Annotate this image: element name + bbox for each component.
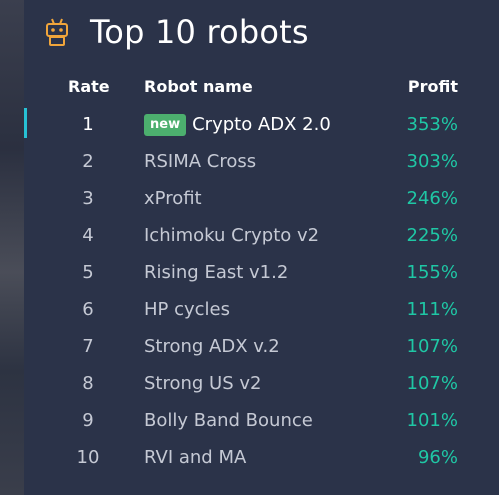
row-robot-name[interactable]: Strong ADX v.2 (144, 328, 280, 365)
robot-name-text: Strong ADX v.2 (144, 336, 280, 357)
row-profit: 111% (406, 299, 458, 320)
row-robot-name[interactable]: xProfit (144, 180, 202, 217)
row-rate: 2 (82, 151, 94, 172)
row-rate: 6 (82, 299, 94, 320)
header-profit: Profit (407, 77, 458, 96)
table-row[interactable]: 7 Strong ADX v.2 107% (0, 328, 499, 365)
table-row[interactable]: 3 xProfit 246% (0, 180, 499, 217)
row-profit: 101% (406, 410, 458, 431)
row-profit: 96% (417, 447, 458, 468)
robot-name-text: xProfit (144, 188, 202, 209)
table-row[interactable]: 9 Bolly Band Bounce 101% (0, 402, 499, 439)
table-row[interactable]: 5 Rising East v1.2 155% (0, 254, 499, 291)
table-row[interactable]: 2 RSIMA Cross 303% (0, 143, 499, 180)
robot-name-text: RVI and MA (144, 447, 247, 468)
robot-name-text: Crypto ADX 2.0 (192, 114, 331, 135)
robot-name-text: HP cycles (144, 299, 231, 320)
row-rate: 4 (82, 225, 94, 246)
table-row[interactable]: 10 RVI and MA 96% (0, 439, 499, 476)
row-profit: 353% (406, 114, 458, 135)
new-badge: new (144, 113, 187, 136)
title-row: Top 10 robots (44, 10, 309, 54)
row-robot-name[interactable]: Strong US v2 (144, 365, 261, 402)
row-robot-name[interactable]: RVI and MA (144, 439, 246, 476)
robot-name-text: RSIMA Cross (144, 151, 257, 172)
robot-name-text: Rising East v1.2 (144, 262, 289, 283)
row-profit: 246% (406, 188, 458, 209)
row-robot-name[interactable]: HP cycles (144, 291, 230, 328)
table-row[interactable]: 1 new Crypto ADX 2.0 353% (0, 106, 499, 143)
table-row[interactable]: 4 Ichimoku Crypto v2 225% (0, 217, 499, 254)
top-robots-panel (24, 0, 499, 495)
robot-name-text: Ichimoku Crypto v2 (144, 225, 320, 246)
row-rate: 1 (82, 114, 94, 135)
row-robot-name[interactable]: Rising East v1.2 (144, 254, 288, 291)
robot-name-text: Bolly Band Bounce (144, 410, 313, 431)
row-rate: 3 (82, 188, 94, 209)
row-robot-name[interactable]: new Crypto ADX 2.0 (144, 106, 331, 143)
row-rate: 8 (82, 373, 94, 394)
row-robot-name[interactable]: RSIMA Cross (144, 143, 256, 180)
row-robot-name[interactable]: Bolly Band Bounce (144, 402, 313, 439)
page-title: Top 10 robots (90, 13, 309, 51)
row-robot-name[interactable]: Ichimoku Crypto v2 (144, 217, 319, 254)
row-rate: 5 (82, 262, 94, 283)
table-row[interactable]: 8 Strong US v2 107% (0, 365, 499, 402)
row-profit: 107% (406, 336, 458, 357)
background-image (0, 0, 24, 495)
header-rate: Rate (68, 77, 110, 96)
table-header: Rate Robot name Profit (0, 77, 499, 99)
selection-marker (24, 108, 27, 138)
row-rate: 10 (76, 447, 100, 468)
robot-icon (46, 18, 68, 46)
table-row[interactable]: 6 HP cycles 111% (0, 291, 499, 328)
row-profit: 155% (406, 262, 458, 283)
row-rate: 9 (82, 410, 94, 431)
header-robot-name: Robot name (144, 77, 253, 96)
row-profit: 225% (406, 225, 458, 246)
robot-name-text: Strong US v2 (144, 373, 262, 394)
row-rate: 7 (82, 336, 94, 357)
row-profit: 303% (406, 151, 458, 172)
row-profit: 107% (406, 373, 458, 394)
